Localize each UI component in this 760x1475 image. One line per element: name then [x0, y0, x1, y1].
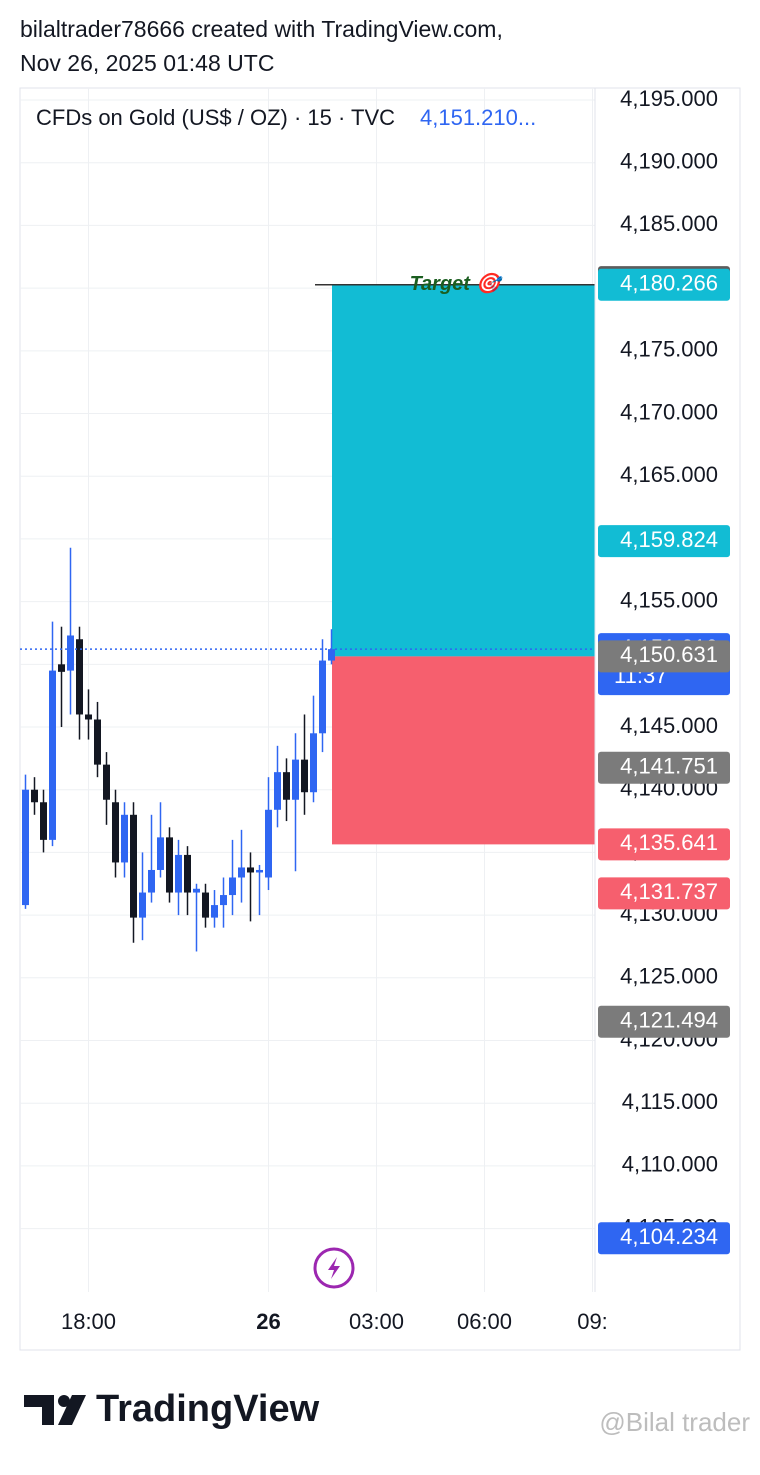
x-tick-label: 09: [577, 1309, 608, 1334]
plot: Target 🎯 [20, 88, 595, 1292]
candle-body [220, 895, 227, 906]
target-label: Target 🎯 [410, 272, 505, 295]
candle-body [229, 877, 236, 896]
price-label: 4,121.494 [620, 1008, 718, 1033]
candle-body [85, 714, 92, 720]
y-tick-label: 4,155.000 [620, 587, 718, 612]
candle-body [301, 759, 308, 793]
x-tick-label: 06:00 [457, 1309, 512, 1334]
candle-body [328, 649, 335, 661]
candle-body [148, 869, 155, 893]
header-line: Nov 26, 2025 01:48 UTC [20, 50, 274, 76]
candle-body [40, 802, 47, 840]
price-label-box [598, 828, 730, 861]
candle-body [310, 733, 317, 793]
x-tick-label: 03:00 [349, 1309, 404, 1334]
price-label: 4,104.234 [620, 1224, 718, 1249]
price-label: 4,180.266 [620, 271, 718, 296]
y-tick-label: 4,115.000 [622, 1089, 718, 1114]
candle-body [202, 892, 209, 918]
candle-body [121, 814, 128, 863]
candle-body [292, 759, 299, 800]
price-label: 4,141.751 [620, 754, 718, 779]
price-label-box [598, 268, 730, 301]
candle-body [49, 670, 56, 840]
price-label: 4,131.737 [620, 879, 718, 904]
price-label-box [598, 877, 730, 910]
candle-body [175, 854, 182, 893]
profit-zone [332, 284, 595, 657]
candle-body [22, 789, 29, 906]
header-line: bilaltrader78666 created with TradingVie… [20, 16, 503, 42]
candle-body [256, 869, 263, 873]
price-label-box [598, 525, 730, 558]
candle-body [319, 660, 326, 734]
candle-body [247, 867, 254, 873]
symbol-legend: CFDs on Gold (US$ / OZ) · 15 · TVC [36, 105, 395, 130]
y-tick-label: 4,175.000 [620, 337, 718, 362]
loss-zone [332, 656, 595, 845]
brand-logo [24, 1395, 86, 1425]
y-tick-label: 4,190.000 [620, 149, 718, 174]
candle-body [274, 772, 281, 810]
candle-body [238, 867, 245, 878]
candle-body [265, 809, 272, 878]
candle-body [76, 639, 83, 715]
candle-body [193, 888, 200, 893]
price-label: 4,135.641 [620, 830, 718, 855]
candle-body [184, 854, 191, 893]
y-tick-label: 4,165.000 [620, 462, 718, 487]
candle-body [157, 837, 164, 870]
price-label-box [598, 1005, 730, 1038]
candle-body [103, 764, 110, 800]
y-tick-label: 4,145.000 [620, 713, 718, 738]
y-tick-label: 4,170.000 [620, 399, 718, 424]
candle-body [166, 837, 173, 893]
price-label-box [598, 1222, 730, 1255]
y-tick-label: 4,185.000 [620, 211, 718, 236]
candle-body [67, 635, 74, 671]
price-label-box [598, 751, 730, 784]
candle-body [130, 814, 137, 918]
price-label: 4,159.824 [620, 527, 718, 552]
candle-body [112, 802, 119, 863]
candle-body [31, 789, 38, 803]
price-label-box [598, 640, 730, 673]
x-tick-label: 18:00 [61, 1309, 116, 1334]
price-label: 4,150.631 [620, 642, 718, 667]
y-tick-label: 4,125.000 [620, 964, 718, 989]
legend-price: 4,151.210... [420, 105, 536, 130]
y-tick-label: 4,110.000 [622, 1152, 718, 1177]
candle-body [139, 892, 146, 918]
y-tick-label: 4,195.000 [620, 86, 718, 111]
chart-frame [19, 87, 741, 1351]
lightning-icon [313, 1247, 355, 1289]
watermark: @Bilal trader [599, 1407, 750, 1437]
candle-body [58, 664, 65, 672]
brand: TradingView [96, 1388, 320, 1430]
candle-body [283, 772, 290, 800]
candle-body [211, 905, 218, 918]
candle-body [94, 719, 101, 765]
x-tick-label: 26 [256, 1309, 280, 1334]
